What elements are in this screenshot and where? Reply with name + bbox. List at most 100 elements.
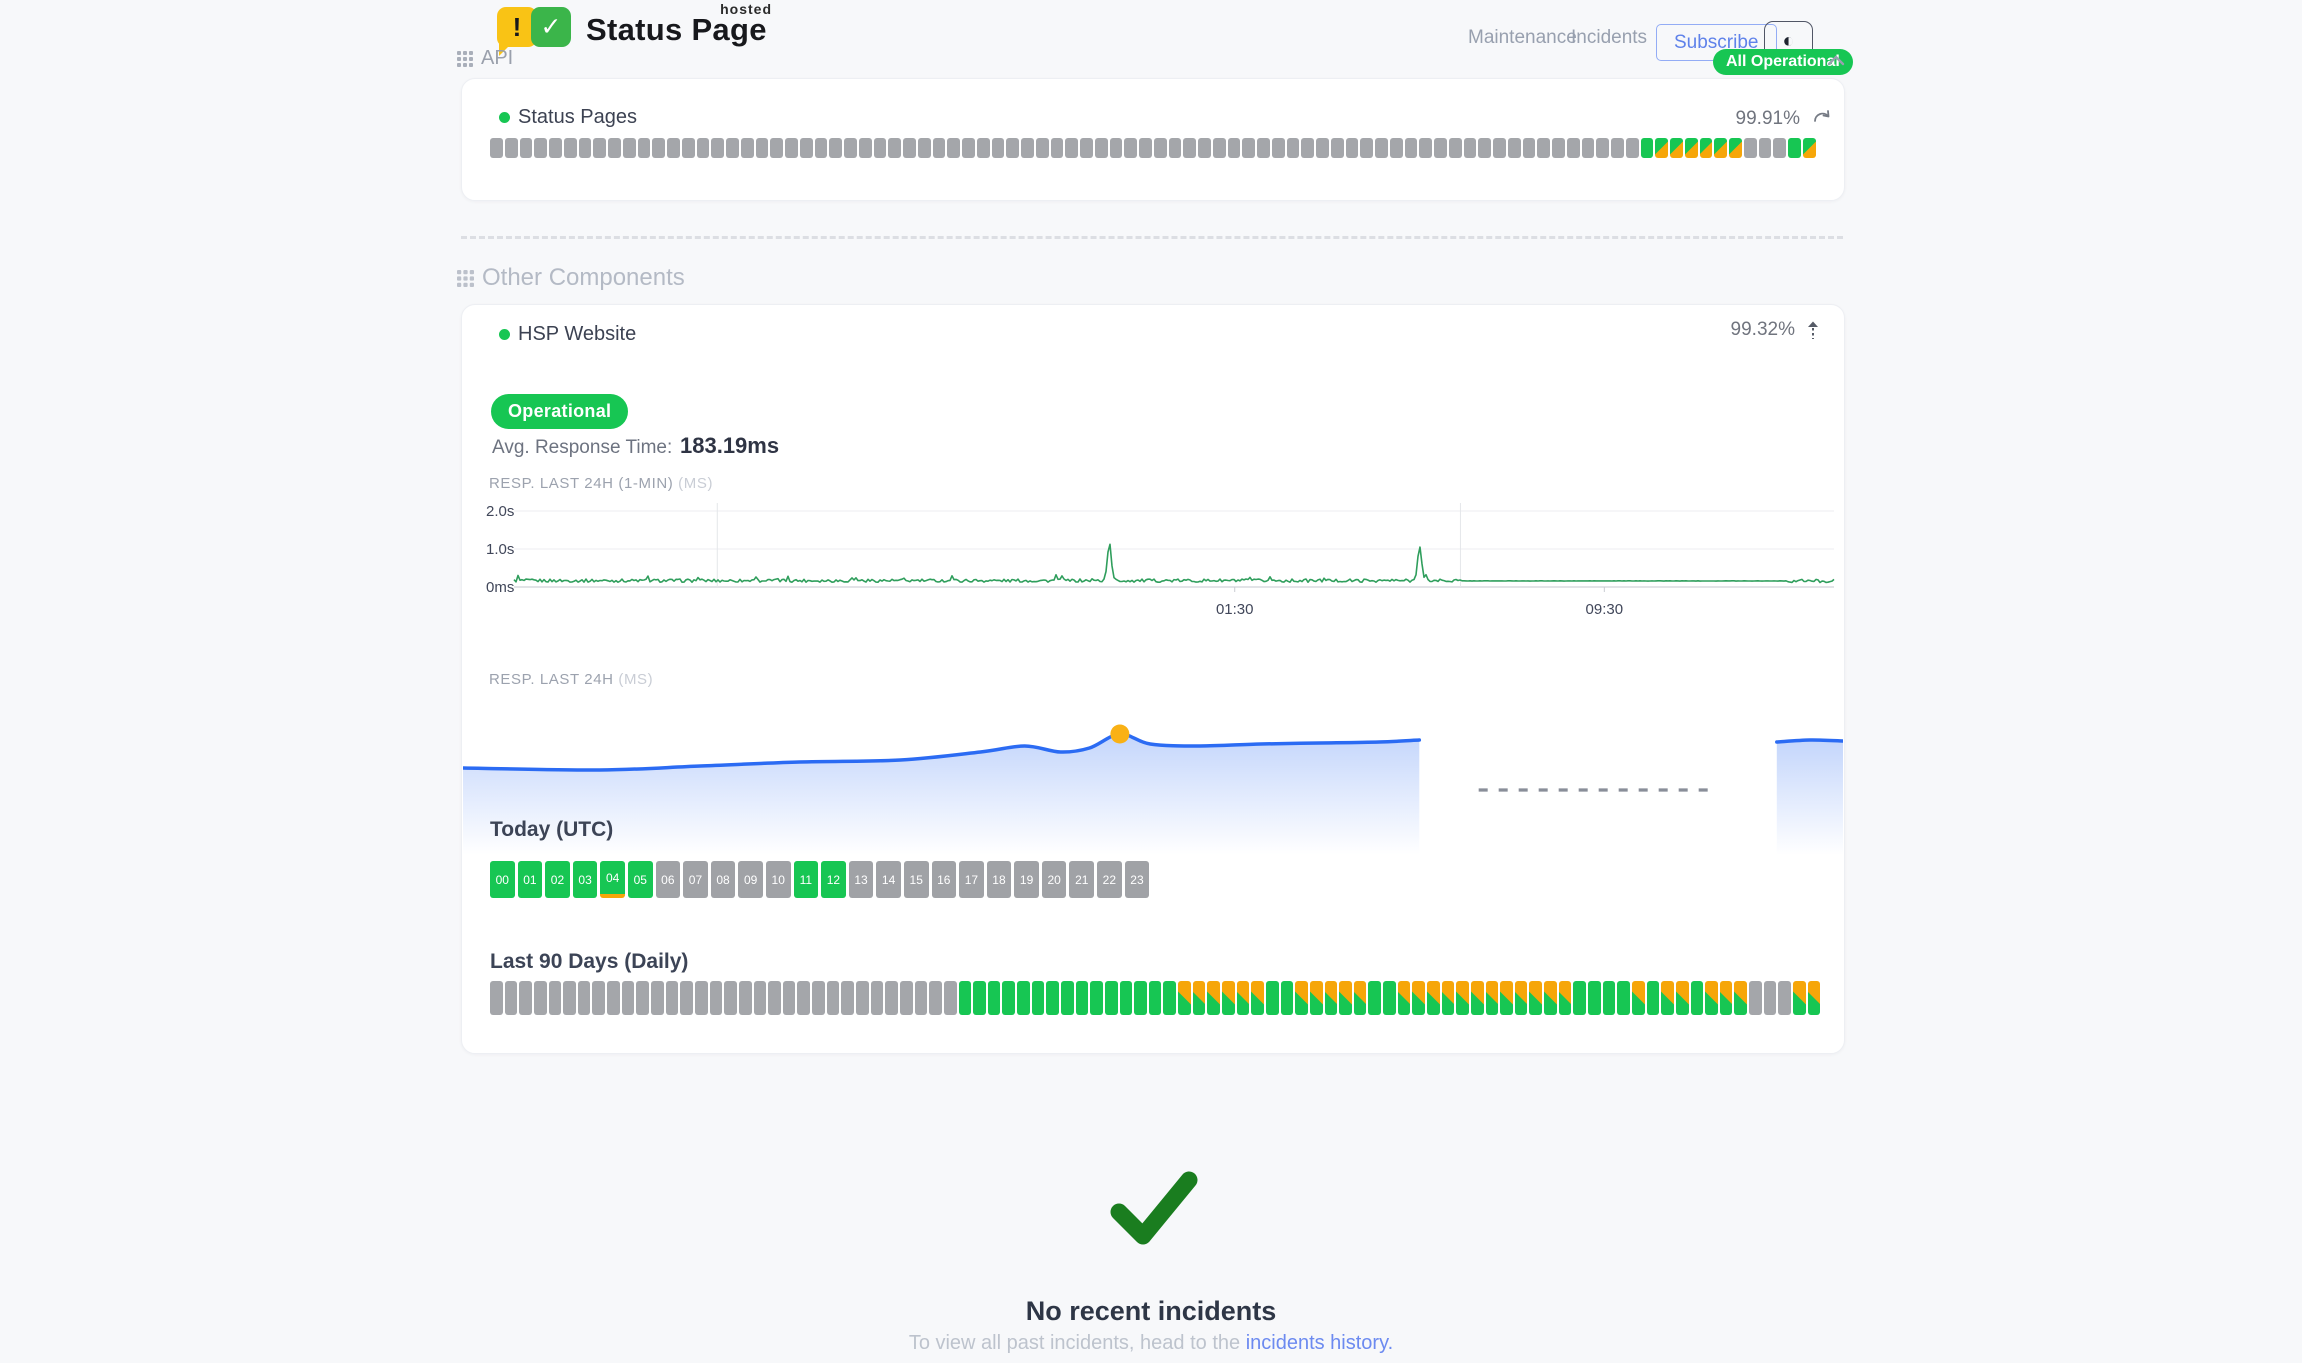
uptime-bar-no-data[interactable] [1257,138,1270,158]
uptime-bar-no-data[interactable] [812,981,825,1015]
uptime-bar-degraded[interactable] [1178,981,1191,1015]
uptime-bar-operational[interactable] [1017,981,1030,1015]
uptime-bar-no-data[interactable] [593,138,606,158]
uptime-bar-no-data[interactable] [519,138,533,158]
uptime-bar-no-data[interactable] [1198,138,1211,158]
hour-block-10[interactable]: 10 [765,861,791,898]
uptime-bar-operational[interactable] [1383,981,1396,1015]
uptime-bar-degraded[interactable] [1192,981,1206,1015]
uptime-bar-operational[interactable] [1060,981,1074,1015]
uptime-bar-no-data[interactable] [622,138,636,158]
uptime-bar-no-data[interactable] [1035,138,1049,158]
uptime-bar-no-data[interactable] [1763,981,1777,1015]
uptime-bar-no-data[interactable] [577,981,591,1015]
uptime-bar-no-data[interactable] [1625,138,1639,158]
uptime-bar-no-data[interactable] [1596,138,1609,158]
uptime-bar-no-data[interactable] [1360,138,1373,158]
uptime-bar-no-data[interactable] [1758,138,1772,158]
uptime-bar-no-data[interactable] [1749,981,1762,1015]
uptime-bar-operational[interactable] [987,981,1001,1015]
uptime-bar-no-data[interactable] [785,138,798,158]
uptime-bar-operational[interactable] [1588,981,1601,1015]
uptime-bar-no-data[interactable] [534,138,547,158]
uptime-bar-no-data[interactable] [694,981,708,1015]
uptime-bar-no-data[interactable] [1566,138,1580,158]
hour-block-08[interactable]: 08 [710,861,736,898]
uptime-bar-no-data[interactable] [870,981,884,1015]
chart-marker-dot[interactable] [1110,724,1130,744]
hour-block-17[interactable]: 17 [959,861,984,898]
uptime-bar-no-data[interactable] [799,138,813,158]
uptime-bar-no-data[interactable] [1021,138,1034,158]
uptime-bar-no-data[interactable] [917,138,931,158]
hour-block-05[interactable]: 05 [627,861,653,898]
uptime-bar-no-data[interactable] [782,981,796,1015]
uptime-bar-no-data[interactable] [711,138,724,158]
uptime-bar-no-data[interactable] [709,981,723,1015]
uptime-bar-no-data[interactable] [738,981,752,1015]
uptime-bar-no-data[interactable] [1094,138,1108,158]
uptime-bar-degraded[interactable] [1309,981,1323,1015]
hour-block-03[interactable]: 03 [572,861,598,898]
uptime-bar-no-data[interactable] [533,981,547,1015]
uptime-bar-degraded[interactable] [1207,981,1221,1015]
uptime-bar-no-data[interactable] [844,138,857,158]
uptime-bar-no-data[interactable] [563,981,576,1015]
uptime-bar-no-data[interactable] [1448,138,1462,158]
component-name[interactable]: HSP Website [518,323,637,345]
uptime-bar-degraded[interactable] [1684,138,1698,158]
uptime-bar-no-data[interactable] [637,138,651,158]
uptime-bar-no-data[interactable] [841,981,855,1015]
uptime-bar-no-data[interactable] [1478,138,1491,158]
uptime-bar-no-data[interactable] [1743,138,1757,158]
hour-block-13[interactable]: 13 [848,861,874,898]
uptime-bar-no-data[interactable] [943,981,957,1015]
uptime-bar-operational[interactable] [1788,138,1801,158]
uptime-bar-no-data[interactable] [621,981,635,1015]
uptime-bar-no-data[interactable] [885,981,898,1015]
uptime-bar-no-data[interactable] [680,981,693,1015]
hour-block-15[interactable]: 15 [903,861,929,898]
uptime-bar-degraded[interactable] [1734,981,1748,1015]
uptime-bar-no-data[interactable] [1375,138,1388,158]
uptime-bar-degraded[interactable] [1705,981,1718,1015]
uptime-bar-degraded[interactable] [1631,981,1645,1015]
uptime-bar-no-data[interactable] [490,138,503,158]
uptime-bar-no-data[interactable] [899,981,913,1015]
uptime-bar-operational[interactable] [1573,981,1587,1015]
uptime-bar-no-data[interactable] [770,138,783,158]
nav-incidents[interactable]: Incidents [1571,27,1648,48]
uptime-bar-degraded[interactable] [1544,981,1557,1015]
uptime-bar-degraded[interactable] [1485,981,1499,1015]
component-name[interactable]: Status Pages [518,106,637,128]
uptime-bar-no-data[interactable] [724,981,737,1015]
uptime-bar-no-data[interactable] [826,981,840,1015]
uptime-bar-no-data[interactable] [1212,138,1226,158]
uptime-bar-no-data[interactable] [1242,138,1255,158]
uptime-bar-no-data[interactable] [929,981,942,1015]
uptime-bar-no-data[interactable] [665,981,679,1015]
uptime-bar-operational[interactable] [1368,981,1382,1015]
uptime-bar-no-data[interactable] [1153,138,1167,158]
uptime-bar-no-data[interactable] [1773,138,1786,158]
hour-block-16[interactable]: 16 [931,861,957,898]
logo[interactable]: ! ✓ [497,7,571,56]
uptime-bar-degraded[interactable] [1441,981,1455,1015]
hour-block-19[interactable]: 19 [1014,861,1039,898]
uptime-bar-no-data[interactable] [1183,138,1196,158]
uptime-bar-degraded[interactable] [1397,981,1411,1015]
uptime-bar-no-data[interactable] [829,138,842,158]
uptime-bar-degraded[interactable] [1529,981,1543,1015]
uptime-bar-degraded[interactable] [1470,981,1484,1015]
hour-block-21[interactable]: 21 [1069,861,1095,898]
uptime-bar-degraded[interactable] [1714,138,1727,158]
uptime-bar-no-data[interactable] [490,981,503,1015]
uptime-bar-no-data[interactable] [1611,138,1624,158]
uptime-bar-degraded[interactable] [1675,981,1689,1015]
uptime-bar-no-data[interactable] [976,138,990,158]
uptime-bar-degraded[interactable] [1500,981,1513,1015]
uptime-bar-no-data[interactable] [651,981,664,1015]
uptime-bar-no-data[interactable] [947,138,960,158]
uptime-bar-degraded[interactable] [1719,981,1733,1015]
uptime-bar-degraded[interactable] [1251,981,1264,1015]
